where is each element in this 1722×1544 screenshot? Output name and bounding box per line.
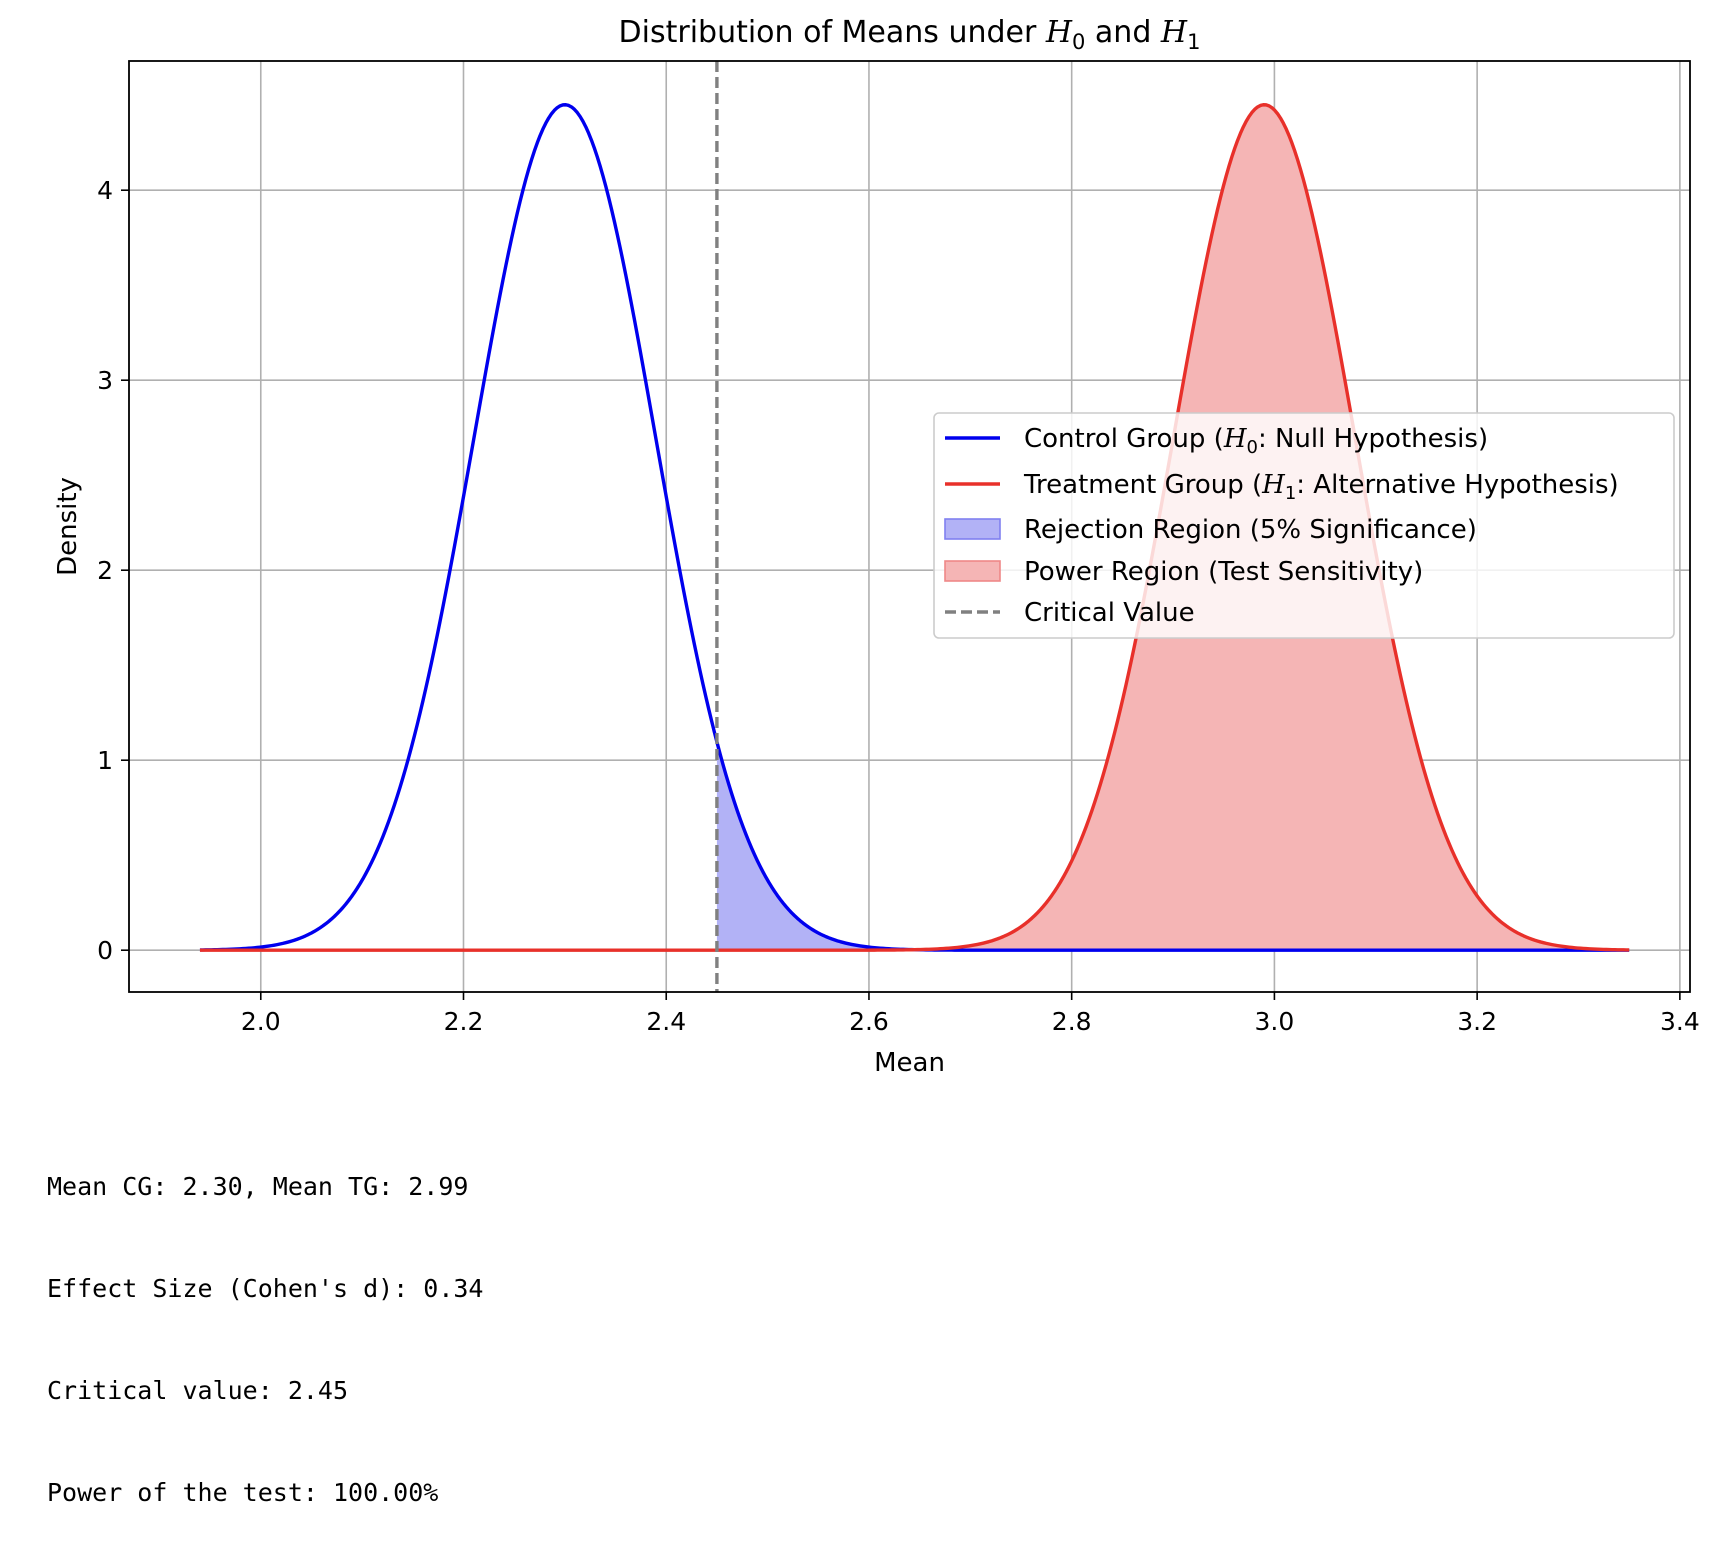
y-tick-label-3: 3 xyxy=(97,366,113,395)
y-axis-label: Density xyxy=(53,477,83,576)
y-tick-label-1: 1 xyxy=(97,746,113,775)
x-tick-label-6: 3.2 xyxy=(1457,1007,1497,1036)
stat-power: Power of the test: 100.00% xyxy=(47,1478,439,1507)
legend-swatch-rejection xyxy=(944,518,1001,540)
stat-effect-size: Effect Size (Cohen's d): 0.34 xyxy=(47,1274,484,1303)
y-tick-label-0: 0 xyxy=(97,936,113,965)
rejection-region xyxy=(716,741,1630,951)
stat-means: Mean CG: 2.30, Mean TG: 2.99 xyxy=(47,1172,469,1201)
chart-title: Distribution of Means under H0 and H1 xyxy=(619,15,1201,54)
y-tick-label-4: 4 xyxy=(97,176,113,205)
legend-label-rejection: Rejection Region (5% Significance) xyxy=(1024,515,1477,545)
x-tick-label-1: 2.2 xyxy=(444,1007,484,1036)
legend-label-critical: Critical Value xyxy=(1024,598,1195,628)
y-tick-label-2: 2 xyxy=(97,556,113,585)
x-tick-label-5: 3.0 xyxy=(1255,1007,1295,1036)
x-tick-label-4: 2.8 xyxy=(1052,1007,1092,1036)
axes-frame xyxy=(128,60,1691,993)
legend-label-power: Power Region (Test Sensitivity) xyxy=(1024,557,1423,587)
legend: Control Group (H0: Null Hypothesis) Treat… xyxy=(933,412,1675,639)
x-tick-label-0: 2.0 xyxy=(241,1007,281,1036)
x-axis-label: Mean xyxy=(874,1048,945,1078)
chart: 2.0 2.2 2.4 2.6 2.8 3.0 3.2 3.4 0 1 2 3 4 Mean Density… xyxy=(53,15,1700,1078)
legend-label-control: Control Group (H0: Null Hypothesis) xyxy=(1024,424,1488,458)
legend-label-treatment: Treatment Group (H1: Alternative Hypothe… xyxy=(1023,470,1619,504)
stats-text: Mean CG: 2.30, Mean TG: 2.99 Effect Size… xyxy=(47,1102,484,1544)
stat-critical-value: Critical value: 2.45 xyxy=(47,1376,349,1405)
x-tick-label-2: 2.4 xyxy=(646,1007,686,1036)
legend-swatch-power xyxy=(944,560,1001,582)
x-tick-label-3: 2.6 xyxy=(849,1007,889,1036)
x-tick-label-7: 3.4 xyxy=(1660,1007,1700,1036)
legend-box xyxy=(933,412,1675,639)
